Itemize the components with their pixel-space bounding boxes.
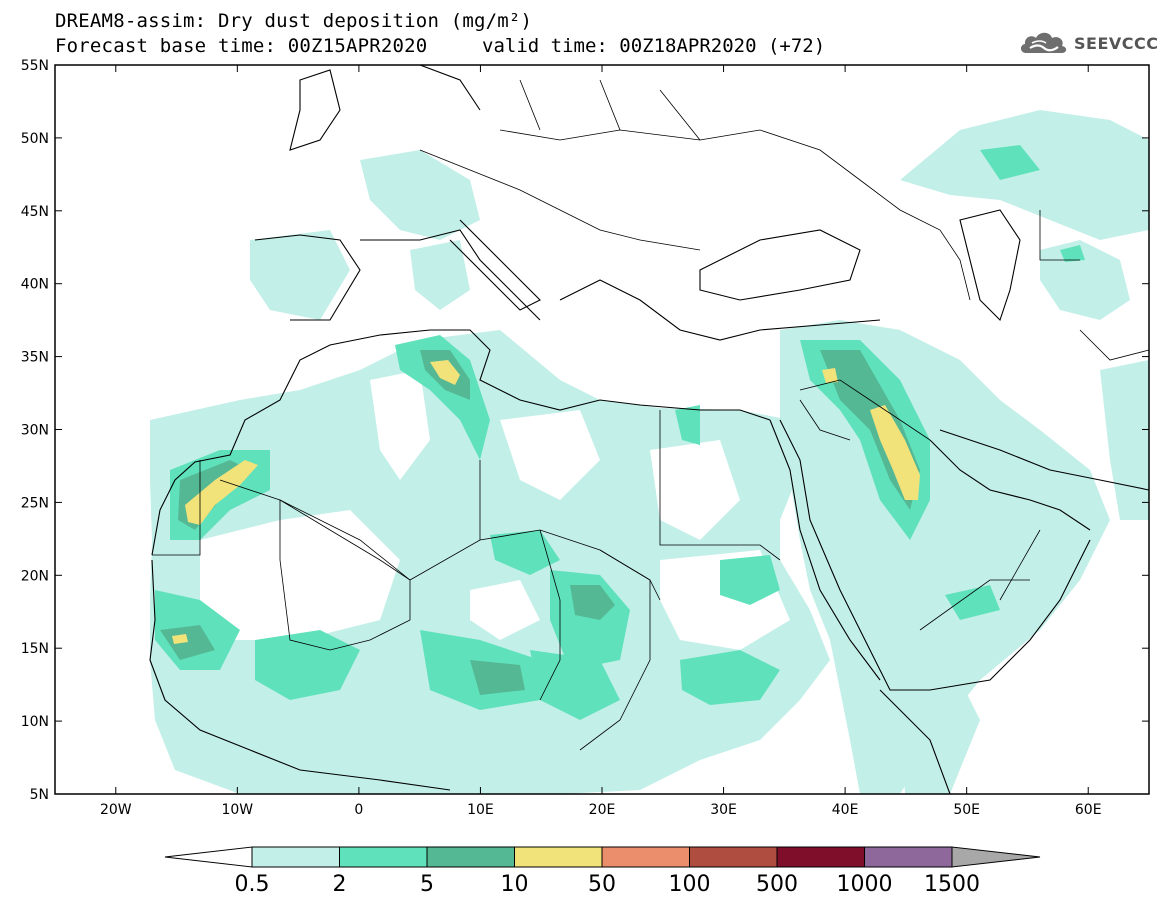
lon-tick-label: 20E [589, 802, 616, 818]
colorbar-bin [339, 846, 428, 868]
lat-tick-label: 55N [21, 58, 49, 74]
africa-west-coast [151, 329, 771, 556]
red-sea-west [769, 419, 881, 681]
lat-tick-label: 40N [21, 277, 49, 293]
logo-text: SEEVCCC [1074, 33, 1159, 53]
senegal-dark [160, 625, 215, 660]
lat-tick-label: 20N [21, 568, 49, 584]
colorbar-label: 1000 [837, 872, 893, 897]
country-borders [152, 79, 1149, 751]
deposition-high-fields [172, 360, 920, 644]
chad-dark [570, 585, 615, 620]
clear-area-egypt [650, 440, 740, 540]
lat-tick-label: 25N [21, 495, 49, 511]
kazakh-medium [980, 145, 1040, 180]
colorbar-label: 50 [588, 872, 616, 897]
clear-area-niger [470, 580, 540, 640]
nile-medium [675, 405, 700, 445]
europe-south-coast [254, 229, 881, 341]
clear-areas [200, 370, 790, 650]
lon-tick-label: 50E [953, 802, 980, 818]
lat-tick-label: 15N [21, 641, 49, 657]
colorbar-bin [251, 846, 340, 868]
chad-upper-medium [490, 530, 560, 575]
britain-coast [289, 69, 341, 151]
forecast-base-time: Forecast base time: 00Z15APR2020 [55, 35, 428, 57]
colorbar-bin [776, 846, 865, 868]
coastlines [149, 65, 1149, 794]
scandinavia-coast [419, 65, 481, 111]
colorbar-bin [601, 846, 690, 868]
italy-coast [449, 219, 541, 311]
clear-area-algeria [370, 370, 430, 480]
cloud-logo-icon [1020, 32, 1067, 53]
plot-area [55, 65, 1149, 794]
chad-medium [550, 570, 630, 670]
lat-tick-label: 30N [21, 423, 49, 439]
colorbar-bin [514, 846, 603, 868]
gulf-coast [929, 439, 1091, 531]
lon-tick-label: 30E [710, 802, 737, 818]
lon-tick-label: 40E [832, 802, 859, 818]
lat-tick-label: 10N [21, 714, 49, 730]
colorbar-bin [864, 846, 953, 868]
caspian-coast [959, 209, 1021, 322]
iran-coast [939, 429, 1149, 491]
lon-tick-label: 10E [467, 802, 494, 818]
italy-field [410, 240, 470, 310]
colorbar-label: 5 [420, 872, 434, 897]
clear-area-mali [200, 510, 400, 640]
colorbar-label: 2 [333, 872, 347, 897]
europe-strip-field [360, 150, 480, 240]
tunisia-high [430, 360, 460, 385]
egypt-west-medium [720, 555, 780, 605]
tunisia-medium [395, 335, 490, 460]
senegal-high [172, 634, 188, 644]
colorbar-label: 0.5 [235, 872, 270, 897]
morocco-high [185, 460, 258, 525]
red-sea-east [779, 419, 1091, 691]
lon-tick-label: 20W [100, 802, 132, 818]
sudan-medium [530, 650, 620, 720]
iberia-field [250, 230, 350, 320]
lon-tick-label: 10W [221, 802, 253, 818]
clear-area-libya [500, 410, 600, 500]
gulf-of-guinea-coast [149, 559, 451, 791]
seevccc-logo: SEEVCCC [1018, 29, 1159, 57]
colorbar: 0.5 2 5 10 50 100 500 1000 1500 [164, 846, 1041, 897]
map-title: DREAM8-assim: Dry dust deposition (mg/m²… [55, 10, 533, 32]
longitude-axis: 20W 10W 0 10E 20E 30E 40E 50E 60E [100, 65, 1102, 818]
lat-tick-label: 50N [21, 131, 49, 147]
colorbar-label: 10 [501, 872, 529, 897]
colorbar-over-triangle [951, 846, 1041, 868]
syria-high [822, 368, 838, 383]
lat-tick-label: 45N [21, 204, 49, 220]
persian-field [1100, 360, 1149, 520]
lon-tick-label: 60E [1075, 802, 1102, 818]
africa-east-horn [879, 689, 951, 794]
colorbar-label: 100 [669, 872, 711, 897]
east-africa-field [900, 680, 980, 794]
colorbar-label: 500 [756, 872, 798, 897]
valid-time: valid time: 00Z18APR2020 (+72) [482, 35, 826, 57]
iraq-high [870, 405, 920, 500]
black-sea-coast [699, 229, 861, 301]
lon-tick-label: 0 [354, 802, 363, 818]
niger-dark [470, 660, 525, 695]
central-asia-field [900, 110, 1149, 240]
oman-medium [945, 585, 1000, 620]
latitude-axis: 55N 50N 45N 40N 35N 30N 25N 20N 15N 10N 5N [21, 58, 1149, 803]
colorbar-label: 1500 [924, 872, 980, 897]
mali-south-medium [255, 630, 360, 700]
lat-tick-label: 5N [30, 787, 49, 803]
colorbar-bin [426, 846, 515, 868]
sudan-east-medium [680, 650, 780, 705]
colorbar-under-triangle [164, 846, 253, 868]
colorbar-bin [689, 846, 778, 868]
caspian-medium [1060, 245, 1085, 262]
lat-tick-label: 35N [21, 350, 49, 366]
